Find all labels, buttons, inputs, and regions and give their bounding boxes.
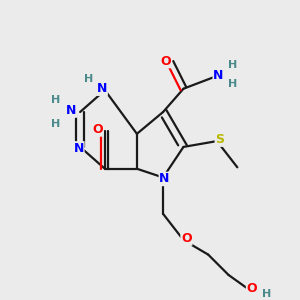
Text: N: N (97, 82, 107, 95)
Text: H: H (51, 95, 60, 105)
Text: O: O (161, 55, 171, 68)
Text: H: H (228, 60, 238, 70)
Text: N: N (159, 172, 170, 185)
Text: O: O (92, 123, 103, 136)
Text: H: H (51, 118, 60, 129)
Text: H: H (84, 74, 94, 83)
Text: H: H (228, 79, 238, 89)
Text: S: S (215, 133, 224, 146)
Text: H: H (262, 289, 271, 299)
Text: N: N (213, 69, 224, 82)
Text: N: N (66, 104, 76, 117)
Text: O: O (247, 282, 257, 295)
Text: O: O (181, 232, 192, 245)
Text: N: N (74, 142, 84, 155)
